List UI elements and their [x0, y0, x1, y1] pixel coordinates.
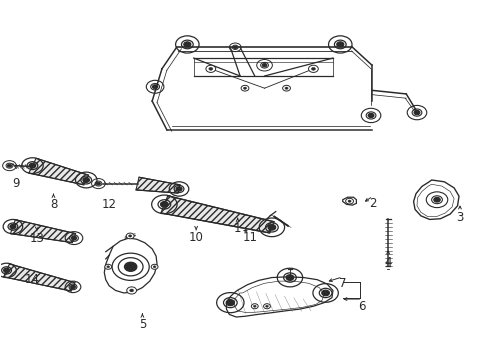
Circle shape	[71, 285, 75, 289]
Text: 3: 3	[456, 211, 464, 224]
Text: 11: 11	[243, 231, 257, 244]
Circle shape	[206, 65, 216, 72]
Circle shape	[286, 275, 294, 280]
Text: 14: 14	[25, 273, 40, 286]
Circle shape	[309, 65, 318, 72]
Polygon shape	[414, 180, 459, 220]
Circle shape	[127, 287, 137, 294]
Circle shape	[161, 202, 168, 207]
Text: 12: 12	[101, 198, 117, 211]
Polygon shape	[161, 196, 274, 233]
Circle shape	[251, 304, 258, 309]
Text: 2: 2	[369, 197, 377, 210]
Circle shape	[97, 182, 100, 185]
Circle shape	[368, 113, 374, 118]
Circle shape	[153, 266, 156, 268]
Circle shape	[266, 305, 269, 307]
Circle shape	[322, 290, 329, 296]
Circle shape	[130, 289, 134, 292]
Circle shape	[268, 225, 276, 230]
Circle shape	[244, 87, 246, 89]
Circle shape	[283, 85, 291, 91]
Circle shape	[126, 233, 134, 239]
Circle shape	[128, 235, 132, 237]
Circle shape	[253, 305, 256, 307]
Circle shape	[226, 300, 234, 306]
Text: 6: 6	[359, 300, 366, 313]
Polygon shape	[29, 158, 89, 185]
Polygon shape	[226, 277, 333, 317]
Circle shape	[262, 63, 267, 67]
Circle shape	[241, 85, 249, 91]
Circle shape	[105, 264, 112, 269]
Polygon shape	[10, 220, 75, 243]
Circle shape	[29, 163, 36, 168]
Circle shape	[337, 42, 344, 47]
Circle shape	[10, 225, 16, 229]
Polygon shape	[3, 264, 75, 291]
Circle shape	[209, 67, 213, 70]
Circle shape	[348, 200, 351, 202]
Circle shape	[107, 266, 110, 268]
Text: 5: 5	[139, 318, 146, 331]
Text: 7: 7	[339, 278, 346, 291]
Text: 1: 1	[234, 222, 242, 235]
Text: 4: 4	[385, 256, 392, 269]
Circle shape	[83, 177, 90, 183]
Circle shape	[176, 187, 182, 191]
Circle shape	[312, 67, 316, 70]
Circle shape	[151, 264, 158, 269]
Circle shape	[414, 111, 420, 115]
Circle shape	[7, 164, 12, 167]
Polygon shape	[136, 177, 180, 193]
Circle shape	[184, 42, 191, 47]
Circle shape	[264, 304, 270, 309]
Text: 8: 8	[50, 198, 57, 211]
Circle shape	[3, 268, 9, 273]
Circle shape	[72, 236, 76, 240]
Circle shape	[125, 263, 136, 271]
Text: 9: 9	[13, 177, 20, 190]
Circle shape	[345, 198, 353, 204]
Circle shape	[152, 85, 158, 89]
Circle shape	[233, 46, 237, 49]
Circle shape	[434, 197, 440, 202]
Polygon shape	[343, 197, 356, 205]
Text: 13: 13	[29, 231, 44, 244]
Text: 10: 10	[189, 231, 203, 244]
Circle shape	[285, 87, 288, 89]
Polygon shape	[104, 238, 157, 293]
